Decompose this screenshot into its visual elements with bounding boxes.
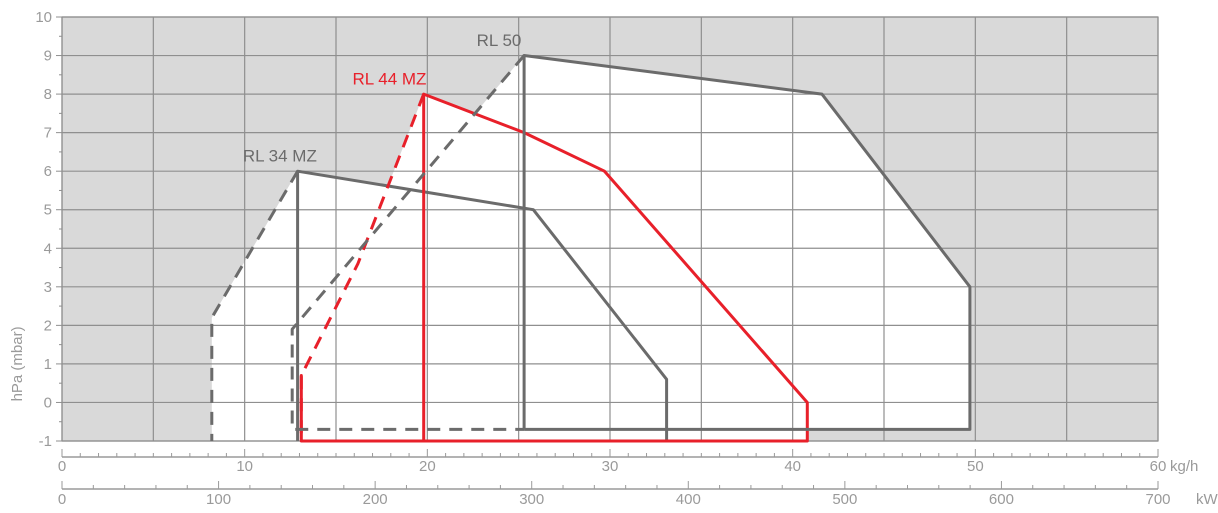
x-kgh-tick-label: 0 [58,458,66,475]
x-kgh-tick-label: 10 [236,458,253,475]
series-solid-rl-44-mz [299,92,809,443]
y-tick-label: 5 [44,202,52,219]
series-label-rl-50: RL 50 [477,31,522,50]
x-kw-tick-label: 500 [832,491,857,508]
x-axis-kgh-unit: kg/h [1170,458,1198,475]
x-kw-tick-label: 400 [676,491,701,508]
envelope-fill-2 [292,55,970,430]
x-kw-tick-label: 100 [206,491,231,508]
y-tick-label: 7 [44,125,52,142]
x-kgh-tick-label: 50 [967,458,984,475]
series-solid-rl-50 [522,54,972,431]
series-solid-rl-34-mz [296,169,669,441]
x-kw-tick-label: 600 [989,491,1014,508]
x-kgh-tick-label: 40 [784,458,801,475]
x-kw-tick-label: 300 [519,491,544,508]
series-dashed-rl-34-mz [210,170,299,441]
series-label-rl-44-mz: RL 44 MZ [352,69,426,88]
y-axis-label: hPa (mbar) [9,326,26,401]
series-label-rl-34-mz: RL 34 MZ [243,147,317,166]
x-kw-tick-label: 700 [1145,491,1170,508]
y-tick-label: 8 [44,86,52,103]
y-tick-label: 0 [44,394,52,411]
y-tick-label: 2 [44,317,52,334]
x-kw-tick-label: 200 [363,491,388,508]
y-tick-label: 9 [44,48,52,65]
y-tick-label: 1 [44,356,52,373]
x-kgh-tick-label: 30 [602,458,619,475]
y-tick-label: 10 [35,9,52,26]
y-tick-label: 6 [44,163,52,180]
x-kw-tick-label: 0 [58,491,66,508]
x-kgh-tick-label: 20 [419,458,436,475]
y-tick-label: -1 [39,433,52,450]
x-kgh-tick-label: 60 [1150,458,1167,475]
y-tick-label: 3 [44,279,52,296]
x-axis-kw-unit: kW [1196,491,1218,508]
series-dashed-rl-50 [290,54,526,431]
y-tick-label: 4 [44,240,52,257]
